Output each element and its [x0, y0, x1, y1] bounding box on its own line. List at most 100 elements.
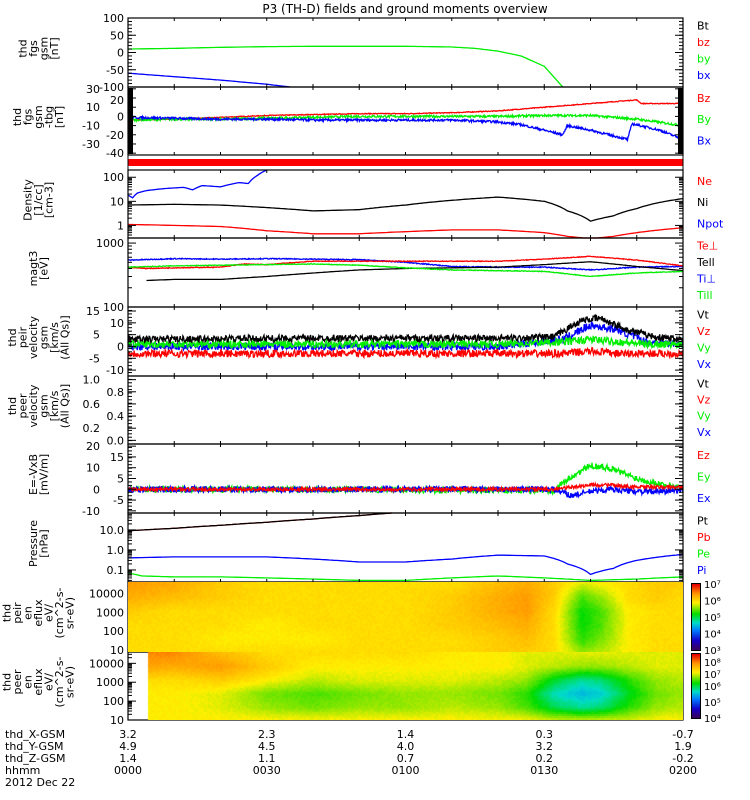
panel-pressure: Pressure[nPa] Pt Pb Pe Pi 10.0 1.0 0.1 — [27, 512, 711, 583]
legend-label: Tell — [696, 256, 715, 269]
legend-label: Vy — [697, 341, 711, 354]
y-tick-label: 10 — [110, 714, 124, 727]
legend-label: Vx — [697, 426, 712, 439]
y-tick-label: 10 — [110, 317, 124, 330]
colorbar-tick-label: 10⁵ — [704, 613, 721, 624]
y-axis-label-part: [km/s — [48, 390, 61, 421]
y-axis-label: [1/cc] — [32, 184, 45, 215]
legend-label: Vt — [697, 309, 710, 322]
y-axis-label: velocity — [27, 384, 40, 427]
series-Pt — [127, 512, 392, 532]
y-tick-label: 10000 — [89, 587, 124, 600]
y-tick-label: 0.6 — [83, 398, 101, 411]
y-tick-label: 30 — [86, 83, 100, 96]
time-axis-value: 1.4 — [397, 728, 415, 741]
y-tick-label: 50 — [110, 29, 124, 42]
legend-label: bx — [697, 69, 711, 82]
spectrogram-peer_spectrogram — [128, 652, 683, 720]
series-Vz — [127, 346, 684, 360]
y-tick-label: 0 — [117, 47, 124, 60]
legend-label: Bt — [697, 20, 710, 33]
y-axis-label: thd — [16, 39, 29, 57]
y-axis-label: en — [22, 675, 35, 689]
y-axis-label: magt3 — [27, 251, 40, 287]
y-tick-label: 0.8 — [107, 386, 125, 399]
y-tick-label: 10 — [110, 644, 124, 657]
series-bx — [127, 72, 290, 88]
series-By — [127, 112, 684, 128]
y-axis-label: eflux — [32, 668, 45, 696]
series-Ti_par — [127, 263, 684, 278]
panel-frame — [127, 443, 684, 514]
y-axis-label: peir — [16, 326, 29, 348]
y-tick-label: 100 — [103, 12, 124, 25]
y-axis-label: peer — [16, 393, 29, 419]
y-axis-label: Pressure — [27, 520, 40, 567]
legend-label: Vx — [697, 358, 712, 371]
panel-frame — [127, 86, 684, 156]
y-tick-label: 5 — [93, 329, 100, 342]
y-tick-label: 100 — [103, 625, 124, 638]
panel-frame — [127, 375, 684, 445]
y-axis-label: (cm^2-s- — [53, 588, 66, 639]
y-axis-label: [mV/m] — [37, 454, 50, 495]
legend-label: Ti⊥ — [696, 272, 716, 285]
time-axis-row-label: thd_Z-GSM — [5, 752, 65, 765]
y-tick-label: 10 — [110, 195, 124, 208]
y-axis-label: [nPa] — [37, 529, 50, 557]
legend-label: Vy — [697, 410, 711, 423]
legend-label: Npot — [697, 217, 724, 230]
colorbar-tick-label: 10³ — [704, 646, 721, 657]
time-axis-value: 0100 — [392, 764, 420, 777]
flag-bar — [128, 159, 683, 166]
legend-label: Bz — [697, 92, 711, 105]
y-axis-label: velocity — [27, 316, 40, 359]
legend-label: Vz — [697, 394, 711, 407]
y-axis-label: [eV] — [37, 257, 50, 280]
y-tick-label: -40 — [106, 147, 124, 160]
y-axis-label: fgs — [27, 40, 40, 57]
y-tick-label: 0 — [117, 110, 124, 123]
time-axis-value: 1.1 — [258, 752, 276, 765]
series-Vt — [127, 313, 684, 345]
time-axis-value: 1.4 — [119, 752, 137, 765]
colorbar-tick-label: 10⁴ — [704, 714, 721, 725]
y-axis-label: Density — [22, 179, 35, 221]
time-axis-row-label: thd_X-GSM — [5, 728, 65, 741]
y-axis-label: gsm — [37, 394, 50, 417]
y-tick-label: 1000 — [96, 237, 124, 250]
y-tick-label: 0.0 — [107, 434, 125, 447]
y-tick-label: 0.4 — [107, 410, 125, 423]
series-by — [128, 45, 564, 88]
y-axis-label: sr-eV) — [64, 597, 77, 629]
spectrogram-peir_spectrogram — [128, 582, 683, 652]
time-axis-value: 2.3 — [258, 728, 276, 741]
panel-fgs_gsm_tbg: thdfgsgsm-tbg[nT]BzByBx3020100-10-20-30-… — [11, 83, 712, 160]
time-axis-value: 0200 — [669, 764, 697, 777]
colorbar-tick-label: 10⁶ — [704, 682, 721, 693]
legend-label: Pe — [697, 547, 710, 560]
fill-bar-left — [128, 88, 133, 154]
y-axis-label-part: (All Qs)] — [58, 315, 71, 359]
y-tick-label: -20 — [106, 129, 124, 142]
y-tick-label: 1000 — [96, 606, 124, 619]
y-axis-label: (cm^2-s- — [53, 657, 66, 708]
series-Ni — [127, 196, 684, 222]
series-Npot — [127, 169, 268, 199]
legend-label: Pi — [697, 564, 706, 577]
y-tick-label: 5 — [117, 473, 124, 486]
y-tick-label: 15 — [110, 451, 124, 464]
y-tick-label: 0 — [93, 483, 100, 496]
legend-label: Ex — [697, 492, 711, 505]
legend-label: Pb — [697, 531, 711, 544]
y-axis-label: gsm — [37, 37, 50, 60]
legend-label: by — [697, 52, 711, 65]
y-axis-label: thd — [1, 604, 14, 622]
y-tick-label: -10 — [106, 364, 124, 377]
y-axis-label: thd — [6, 397, 19, 415]
y-tick-label: 10.0 — [100, 524, 125, 537]
time-axis-value: -0.7 — [672, 728, 693, 741]
plot-title: P3 (TH-D) fields and ground moments over… — [262, 2, 547, 16]
